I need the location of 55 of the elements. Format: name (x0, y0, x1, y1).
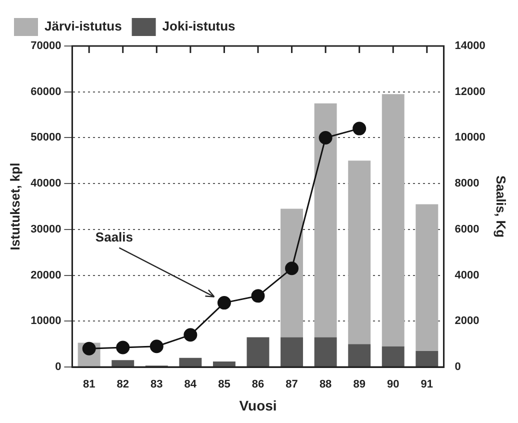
x-tick-label: 81 (82, 378, 96, 391)
point (251, 289, 265, 303)
x-tick-label: 85 (218, 378, 230, 391)
bar (416, 350, 438, 366)
y-tick-label: 10000 (30, 315, 62, 328)
y-tick-label: 70000 (30, 40, 62, 52)
point (116, 340, 130, 354)
bar (348, 160, 371, 344)
bar (246, 337, 270, 366)
bar (179, 358, 202, 366)
x-tick-label: 89 (353, 378, 366, 391)
x-axis-title: Vuosi (239, 397, 277, 414)
bar (348, 344, 371, 366)
bar (112, 360, 134, 366)
y-tick-label: 60000 (30, 86, 62, 98)
y2-tick-label: 6000 (454, 223, 480, 236)
point (150, 340, 164, 354)
x-tick-label: 82 (116, 378, 129, 391)
y2-axis-title: Saalis, Kg (494, 175, 509, 238)
bar (280, 208, 304, 338)
y-tick-label: 40000 (30, 178, 62, 190)
x-tick-label: 87 (286, 378, 298, 391)
point (217, 296, 231, 310)
x-tick-label: 84 (184, 378, 198, 391)
y-axis-title: Istutukset, kpl (7, 162, 22, 250)
y2-tick-label: 4000 (454, 269, 480, 282)
legend-label: Joki-istutus (162, 18, 236, 34)
y2-tick-label: 12000 (454, 86, 486, 98)
x-tick-label: 90 (387, 378, 400, 391)
y-tick-label: 30000 (30, 223, 62, 236)
bar (212, 361, 236, 366)
y-tick-label: 0 (55, 361, 62, 374)
y-tick-label: 20000 (30, 269, 62, 282)
y2-tick-label: 8000 (454, 178, 480, 190)
bar (314, 337, 337, 366)
x-tick-label: 91 (420, 378, 434, 391)
y2-tick-label: 0 (454, 361, 461, 374)
y2-tick-label: 10000 (454, 132, 486, 144)
bar (280, 337, 304, 366)
bar (416, 204, 438, 351)
x-tick-label: 88 (319, 378, 332, 391)
text: Saalis (95, 229, 134, 244)
legend-label: Järvi-istutus (44, 18, 122, 34)
y2-tick-label: 14000 (454, 40, 486, 52)
point (184, 328, 198, 342)
point (352, 122, 366, 136)
point (285, 262, 299, 276)
x-tick-label: 86 (252, 378, 264, 391)
bar (314, 103, 337, 338)
y-tick-label: 50000 (30, 132, 62, 144)
x-tick-label: 83 (150, 378, 163, 391)
bar (382, 94, 404, 346)
y2-tick-label: 2000 (454, 315, 480, 328)
point (318, 130, 332, 144)
bar (382, 346, 404, 366)
